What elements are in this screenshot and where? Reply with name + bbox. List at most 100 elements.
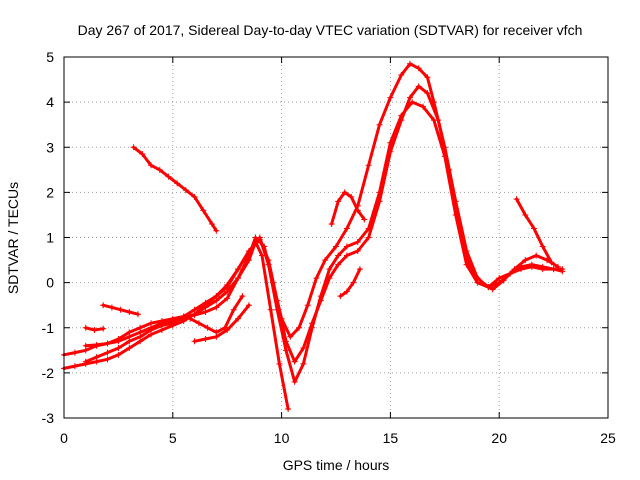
data-point — [376, 121, 383, 128]
data-point — [267, 306, 274, 313]
series-arc-a — [61, 239, 292, 412]
data-point — [335, 198, 342, 205]
data-point — [522, 257, 529, 264]
data-point — [202, 299, 209, 306]
data-point — [82, 358, 89, 365]
y-tick-label: -3 — [42, 410, 55, 426]
data-point — [100, 302, 107, 309]
data-point — [71, 349, 78, 356]
data-point — [441, 153, 448, 160]
data-point — [517, 266, 524, 273]
data-point — [406, 94, 413, 101]
data-point — [104, 349, 111, 356]
data-point — [533, 252, 540, 259]
data-point — [174, 180, 181, 187]
data-point — [317, 293, 324, 300]
data-point — [165, 173, 172, 180]
series-line — [84, 100, 564, 384]
data-point — [182, 187, 189, 194]
data-point — [235, 315, 242, 322]
data-point — [169, 317, 176, 324]
data-point — [213, 304, 220, 311]
series-line — [330, 190, 366, 226]
data-point — [187, 315, 194, 322]
data-point — [531, 225, 538, 232]
data-point — [200, 207, 207, 214]
data-point — [485, 284, 492, 291]
y-tick-label: 3 — [46, 139, 54, 155]
series-arc-k — [337, 266, 363, 300]
data-point — [474, 279, 481, 286]
series-arc-d — [82, 99, 566, 385]
y-tick-label: 0 — [46, 275, 54, 291]
data-point — [117, 306, 124, 313]
series-line — [84, 84, 560, 364]
data-point — [341, 189, 348, 196]
data-point — [539, 266, 546, 273]
y-tick-label: 4 — [46, 94, 54, 110]
data-point — [337, 293, 344, 300]
data-point — [195, 320, 202, 327]
data-point — [91, 327, 98, 334]
data-point — [507, 270, 514, 277]
data-point — [496, 275, 503, 282]
data-point — [326, 266, 333, 273]
data-point — [354, 207, 361, 214]
data-point — [130, 144, 137, 151]
data-point — [415, 65, 422, 72]
data-point — [343, 243, 350, 250]
plot-area — [61, 60, 566, 412]
data-point — [348, 193, 355, 200]
data-point — [335, 252, 342, 259]
data-point — [202, 336, 209, 343]
data-point — [500, 277, 507, 284]
data-point — [274, 306, 281, 313]
y-tick-label: -2 — [42, 365, 55, 381]
series-line — [338, 267, 362, 298]
data-point — [82, 342, 89, 349]
x-tick-label: 0 — [60, 430, 68, 446]
data-point — [224, 281, 231, 288]
data-point — [93, 341, 100, 348]
data-point — [328, 220, 335, 227]
data-point — [108, 304, 115, 311]
data-point — [282, 347, 289, 354]
data-point — [259, 252, 266, 259]
data-point — [463, 261, 470, 268]
y-tick-label: 1 — [46, 230, 54, 246]
y-tick-label: 2 — [46, 184, 54, 200]
data-point — [343, 288, 350, 295]
data-point — [406, 60, 413, 67]
data-point — [548, 259, 555, 266]
data-point — [245, 248, 252, 255]
data-point — [409, 99, 416, 106]
series-arc-f — [100, 302, 141, 318]
data-point — [354, 239, 361, 246]
series-arc-e — [82, 324, 107, 334]
x-tick-label: 25 — [600, 430, 616, 446]
data-point — [115, 351, 122, 358]
data-point — [191, 338, 198, 345]
data-point — [300, 360, 307, 367]
data-point — [420, 103, 427, 110]
data-point — [191, 306, 198, 313]
data-point — [213, 293, 220, 300]
data-point — [202, 308, 209, 315]
data-point — [156, 166, 163, 173]
data-point — [148, 162, 155, 169]
data-point — [276, 360, 283, 367]
data-point — [513, 196, 520, 203]
data-point — [235, 266, 242, 273]
data-point — [335, 261, 342, 268]
data-point — [387, 94, 394, 101]
data-point — [365, 234, 372, 241]
data-point — [291, 378, 298, 385]
series-line — [132, 145, 218, 233]
data-point — [287, 333, 294, 340]
data-point — [256, 234, 263, 241]
data-point — [376, 189, 383, 196]
data-point — [239, 293, 246, 300]
data-point — [208, 220, 215, 227]
data-point — [115, 345, 122, 352]
